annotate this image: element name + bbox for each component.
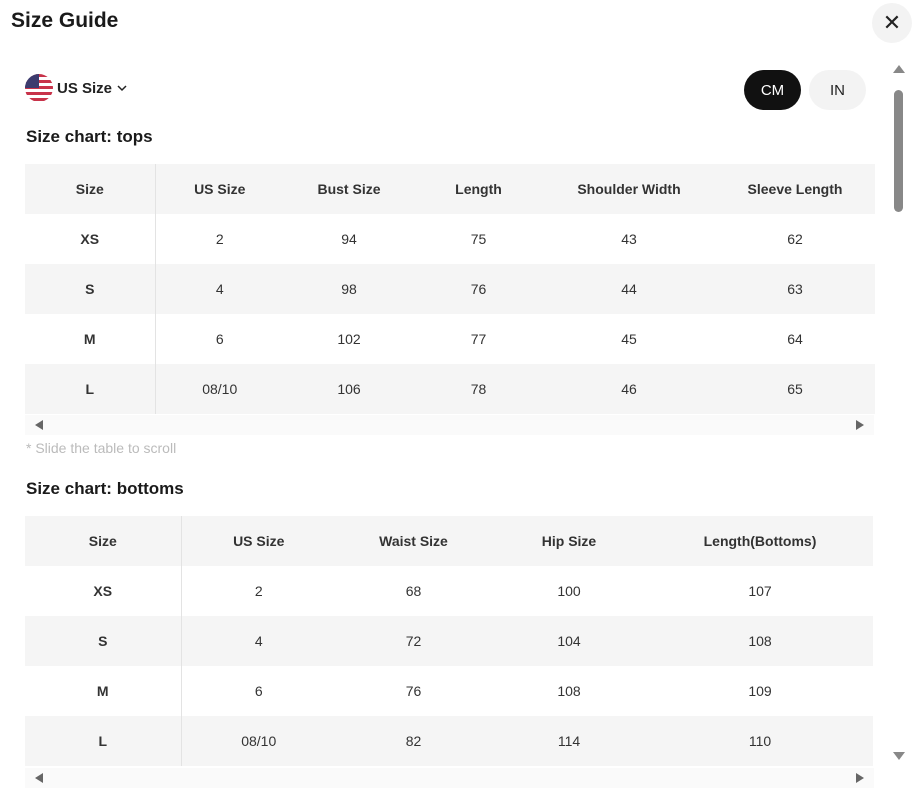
table-row: XS 2 68 100 107 bbox=[25, 566, 873, 616]
table-cell: 77 bbox=[470, 331, 487, 347]
scrollbar-thumb[interactable] bbox=[894, 90, 903, 212]
column-header: Hip Size bbox=[541, 533, 597, 549]
table-cell: 44 bbox=[621, 281, 637, 297]
table-row: M 6 102 77 45 64 bbox=[25, 314, 875, 364]
scroll-up-icon[interactable] bbox=[893, 65, 905, 73]
unit-toggle: CM IN bbox=[744, 70, 866, 110]
table-cell: 72 bbox=[405, 633, 422, 649]
tops-horizontal-scrollbar[interactable] bbox=[25, 415, 874, 435]
table-row: L 08/10 82 114 110 bbox=[25, 716, 873, 766]
table-cell: 76 bbox=[405, 683, 422, 699]
scroll-left-icon[interactable] bbox=[35, 773, 43, 783]
table-cell: 109 bbox=[748, 683, 772, 699]
table-cell: 82 bbox=[405, 733, 422, 749]
cm-button[interactable]: CM bbox=[744, 70, 801, 110]
table-cell: 43 bbox=[621, 231, 637, 247]
table-cell: 08/10 bbox=[241, 733, 277, 749]
region-label: US Size bbox=[57, 79, 113, 97]
table-cell: 6 bbox=[254, 683, 263, 699]
scroll-left-icon[interactable] bbox=[35, 420, 43, 430]
table-cell: 65 bbox=[787, 381, 803, 397]
column-header: Size bbox=[25, 516, 182, 566]
table-cell: 100 bbox=[557, 583, 581, 599]
table-cell: 45 bbox=[621, 331, 637, 347]
table-cell: M bbox=[25, 314, 156, 364]
table-cell: 62 bbox=[787, 231, 803, 247]
tops-title: Size chart: tops bbox=[26, 127, 153, 146]
table-cell: 75 bbox=[470, 231, 487, 247]
chevron-down-icon bbox=[117, 85, 127, 92]
us-flag-icon bbox=[25, 74, 53, 102]
table-cell: 63 bbox=[787, 281, 803, 297]
table-cell: S bbox=[25, 264, 156, 314]
column-header: Bust Size bbox=[317, 181, 381, 197]
table-cell: 107 bbox=[748, 583, 772, 599]
table-cell: 106 bbox=[337, 381, 361, 397]
column-header: Sleeve Length bbox=[747, 181, 843, 197]
table-cell: S bbox=[25, 616, 182, 666]
dialog-title: Size Guide bbox=[11, 9, 119, 32]
table-cell: 78 bbox=[470, 381, 487, 397]
close-button[interactable]: ✕ bbox=[872, 3, 912, 43]
header-row: Size US Size Bust Size Length Shoulder Width… bbox=[25, 164, 875, 214]
table-cell: 46 bbox=[621, 381, 637, 397]
table-cell: 102 bbox=[337, 331, 361, 347]
column-header: Waist Size bbox=[379, 533, 448, 549]
scroll-hint: * Slide the table to scroll bbox=[26, 440, 177, 456]
table-cell: L bbox=[25, 716, 182, 766]
table-cell: 4 bbox=[215, 281, 224, 297]
header-row: Size US Size Waist Size Hip Size Length(Bott… bbox=[25, 516, 873, 566]
table-cell: 114 bbox=[557, 733, 581, 749]
table-cell: 94 bbox=[341, 231, 357, 247]
scroll-right-icon[interactable] bbox=[856, 420, 864, 430]
table-row: M 6 76 108 109 bbox=[25, 666, 873, 716]
table-cell: L bbox=[25, 364, 156, 414]
bottoms-title: Size chart: bottoms bbox=[26, 479, 184, 498]
table-cell: M bbox=[25, 666, 182, 716]
table-row: L 08/10 106 78 46 65 bbox=[25, 364, 875, 414]
column-header: Size bbox=[25, 164, 156, 214]
column-header: Shoulder Width bbox=[577, 181, 681, 197]
table-cell: 6 bbox=[215, 331, 224, 347]
table-cell: 76 bbox=[470, 281, 487, 297]
table-cell: 108 bbox=[557, 683, 581, 699]
in-button[interactable]: IN bbox=[809, 70, 866, 110]
table-cell: 68 bbox=[405, 583, 422, 599]
table-cell: 08/10 bbox=[202, 381, 238, 397]
table-cell: 4 bbox=[254, 633, 263, 649]
column-header: US Size bbox=[194, 181, 246, 197]
bottoms-horizontal-scrollbar[interactable] bbox=[25, 768, 874, 788]
column-header: US Size bbox=[233, 533, 285, 549]
vertical-scrollbar[interactable] bbox=[891, 60, 907, 765]
table-cell: 110 bbox=[748, 733, 772, 749]
table-row: XS 2 94 75 43 62 bbox=[25, 214, 875, 264]
scroll-right-icon[interactable] bbox=[856, 773, 864, 783]
table-cell: XS bbox=[25, 214, 156, 264]
table-cell: 104 bbox=[557, 633, 581, 649]
bottoms-table: Size US Size Waist Size Hip Size Length(Bott… bbox=[25, 516, 874, 766]
table-cell: 2 bbox=[254, 583, 263, 599]
table-row: S 4 72 104 108 bbox=[25, 616, 873, 666]
table-cell: XS bbox=[25, 566, 182, 616]
table-cell: 64 bbox=[787, 331, 803, 347]
table-cell: 98 bbox=[341, 281, 357, 297]
column-header: Length bbox=[455, 181, 502, 197]
table-cell: 108 bbox=[748, 633, 772, 649]
scroll-down-icon[interactable] bbox=[893, 752, 905, 760]
close-icon: ✕ bbox=[882, 10, 902, 35]
table-cell: 2 bbox=[215, 231, 224, 247]
column-header: Length(Bottoms) bbox=[703, 533, 817, 549]
region-selector[interactable]: US Size bbox=[25, 74, 128, 102]
table-row: S 4 98 76 44 63 bbox=[25, 264, 875, 314]
tops-table: Size US Size Bust Size Length Shoulder Width… bbox=[25, 164, 875, 414]
